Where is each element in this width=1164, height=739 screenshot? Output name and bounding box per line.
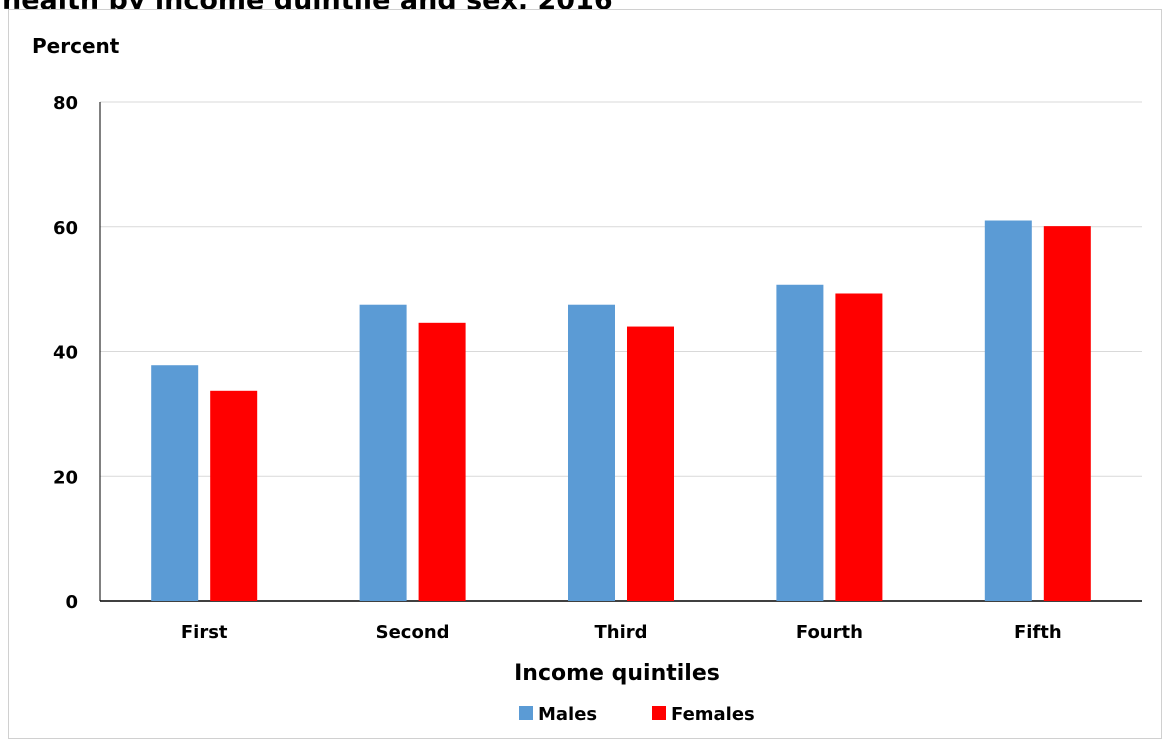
y-tick-label: 60 [53,218,78,239]
x-tick-label: First [181,622,228,643]
axis-labels: Percent Income quintiles 0 20 40 60 80 First S… [32,34,1062,686]
bar-females-fourth [835,293,883,601]
bar-males-second [359,304,407,601]
bar-females-third [627,326,674,601]
x-tick-label: Fifth [1014,622,1062,643]
legend-label-males: Males [538,704,597,725]
bar-females-first [210,390,258,601]
bars [151,220,1091,601]
bar-females-second [418,322,466,601]
legend-swatch-females [652,706,666,720]
y-tick-label: 80 [53,93,78,114]
legend-label-females: Females [671,704,755,725]
bar-males-fourth [776,284,824,601]
x-tick-label: Fourth [796,622,863,643]
bar-males-first [151,365,199,601]
bar-males-third [568,304,615,601]
x-axis-title: Income quintiles [514,661,720,686]
legend-swatch-males [519,706,533,720]
y-tick-label: 20 [53,467,78,488]
x-tick-label: Second [376,622,450,643]
legend: Males Females [519,704,755,725]
y-axis-title: Percent [32,34,120,58]
gridlines [100,101,1142,477]
bar-females-fifth [1043,226,1091,601]
bar-males-fifth [984,220,1032,601]
axes [99,102,1142,602]
y-tick-label: 0 [65,592,78,613]
y-tick-label: 40 [53,343,78,364]
x-tick-label: Third [594,622,647,643]
